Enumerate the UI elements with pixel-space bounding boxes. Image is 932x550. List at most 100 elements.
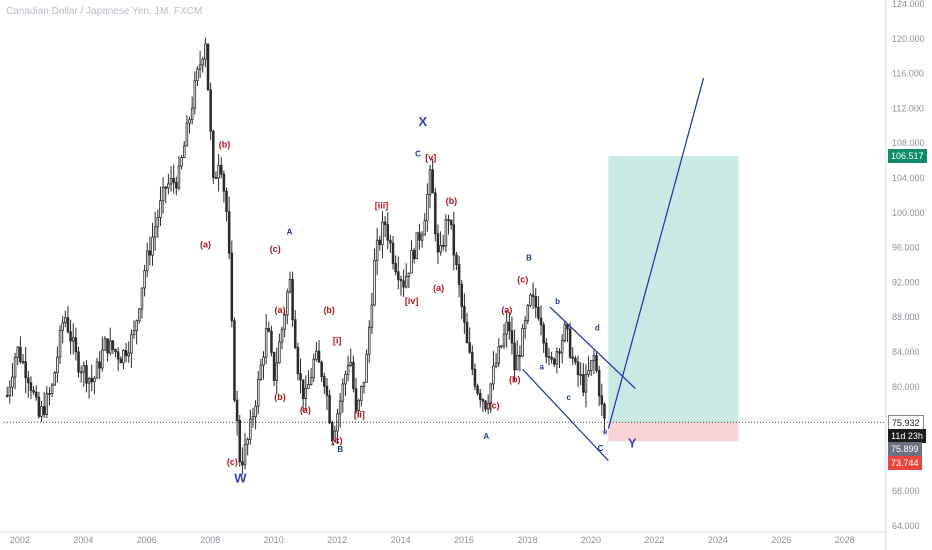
candle-body [256,379,260,407]
candle-body [555,351,559,365]
candle-body [16,346,20,358]
time-tick-label: 2028 [835,535,855,545]
candle-body [53,372,57,386]
candle-body [90,378,94,383]
candle-body [595,355,598,371]
wave-label: B [337,445,343,454]
time-axis[interactable]: 2002 2004 2006 2008 2010 2012 2014 2016 2018 2020… [0,531,886,545]
candle-body [373,260,376,306]
candle-body [341,383,345,402]
candle-body [185,122,189,147]
candle-body [566,324,569,330]
candle-body [452,224,456,256]
candle-body [204,43,207,60]
candle-body [296,347,300,375]
candle-body [455,254,458,265]
candle-body [175,181,178,189]
candle-body [69,331,72,342]
candle-body [42,406,46,415]
candle-body [510,330,514,344]
candle-body [11,376,14,388]
candle-body [539,317,543,326]
wave-label: (c) [332,435,343,445]
candle-body [299,373,302,381]
trend-line [549,306,636,389]
wave-label: (c) [227,457,238,467]
wave-label: (a) [275,305,286,315]
candle-body [378,239,382,246]
candle-body [288,278,292,293]
candle-body [473,368,477,387]
chart-title: Canadian Dollar / Japanese Yen, 1M, FXCM [6,6,203,17]
candle-body [188,119,191,124]
candle-body [333,430,337,441]
candle-body [486,403,490,410]
candle-body [196,68,199,82]
candle-body [383,221,387,226]
time-tick-label: 2004 [73,535,93,545]
time-tick-label: 2018 [517,535,537,545]
candle-body [518,355,522,357]
candle-body [500,345,503,348]
candle-body [153,226,157,238]
candle-body [476,385,479,394]
candle-body [434,192,437,234]
candle-body [77,351,80,373]
candle-body [40,406,43,417]
candles [5,37,606,475]
candle-body [156,217,160,228]
candle-body [116,351,120,360]
candle-body [212,130,215,178]
position-zones [608,156,739,442]
candle-body [227,211,231,254]
candle-body [66,317,70,333]
wave-label: (c) [489,401,500,411]
candle-body [558,351,561,354]
candle-body [217,164,220,179]
candle-body [108,340,112,354]
candle-body [71,337,75,342]
candle-body [515,355,519,371]
candle-body [542,324,545,344]
candle-body [330,422,334,441]
candle-body [93,377,96,383]
candle-body [460,284,463,307]
candle-body [534,296,537,308]
candle-body [132,330,136,336]
candle-body [27,377,30,384]
candle-body [233,320,236,401]
candle-body [571,356,574,359]
price-tick-label: 96.000 [892,243,920,253]
candle-body [219,164,223,175]
candle-body [338,400,342,415]
candle-body [140,287,144,310]
candle-body [5,395,9,397]
candle-body [45,393,49,415]
candle-body [270,330,273,353]
candle-body [264,328,268,358]
wave-label: (a) [433,283,444,293]
candle-body [521,327,524,357]
candle-body [278,341,281,364]
candle-body [238,420,242,463]
candle-body [529,294,532,306]
candle-body [375,239,379,261]
candle-body [537,306,540,319]
candle-body [436,233,440,253]
candle-body [143,270,146,289]
candle-body [61,322,64,331]
price-tag: 11d 23h [888,428,926,443]
candle-body [114,349,117,353]
wave-label: (c) [517,274,528,284]
candle-body [101,349,104,369]
candle-body [420,234,424,241]
candle-body [169,177,173,185]
candle-body [8,386,12,397]
candle-body [275,362,278,381]
candle-body [349,361,352,366]
candle-body [471,351,474,370]
candle-body [492,365,495,385]
candle-body [95,361,99,379]
candle-body [357,399,360,411]
